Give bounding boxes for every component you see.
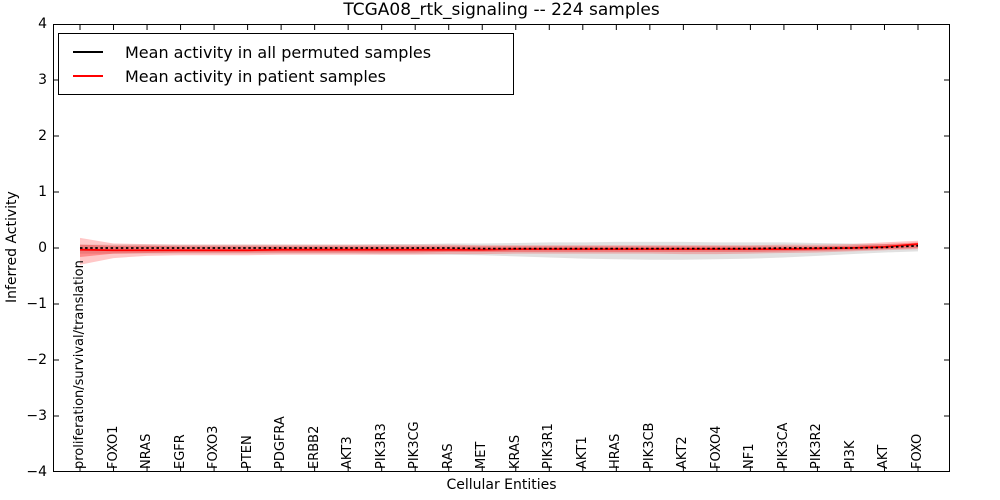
legend-entry-permuted: Mean activity in all permuted samples [73,41,503,63]
x-tick-label-erbb2: ERBB2 [306,425,322,469]
x-tick-label-foxo4: FOXO4 [708,425,724,469]
x-tick-label-pik3r1: PIK3R1 [541,423,557,469]
x-tick-label-pik3r2: PIK3R2 [809,423,825,469]
permuted-samples-spread-band [80,241,918,260]
axes-frame [53,24,950,472]
x-tick-label-ras: RAS [440,443,456,469]
x-tick-label-nf1: NF1 [742,443,758,469]
x-tick-label-pik3ca: PIK3CA [775,422,791,469]
x-tick-label-akt1: AKT1 [574,436,590,469]
chart-title: TCGA08_rtk_signaling -- 224 samples [343,0,660,20]
legend-line-black [73,51,103,53]
x-tick-label-proliferation-survival-translation: proliferation/survival/translation [72,260,87,469]
x-tick-label-pi3k: PI3K [842,440,858,469]
x-tick-label-akt: AKT [876,444,892,469]
x-tick-label-met: MET [474,441,490,469]
y-tick-label: −1 [26,296,47,312]
x-tick-label-pik3cg: PIK3CG [407,421,423,469]
x-tick-label-nras: NRAS [139,433,155,469]
x-tick-label-pik3r3: PIK3R3 [373,423,389,469]
legend: Mean activity in all permuted samples Me… [58,33,514,95]
y-tick-label: 1 [38,184,47,200]
y-tick-label: 2 [38,128,47,144]
x-tick-label-hras: HRAS [608,433,624,469]
x-tick-label-pdgfra: PDGFRA [273,416,289,469]
y-tick-label: −4 [26,464,47,480]
plot-canvas [53,24,950,472]
x-tick-label-foxo1: FOXO1 [105,425,121,469]
permuted-mean-line [80,244,919,250]
x-tick-label-egfr: EGFR [172,434,188,469]
x-tick-label-kras: KRAS [507,434,523,469]
y-tick-label: −2 [26,352,47,368]
plot-area [53,24,950,472]
x-tick-label-akt3: AKT3 [340,436,356,469]
patient-samples-spread-outer-band [80,237,918,265]
legend-line-red [73,75,103,77]
y-tick-label: 0 [38,240,47,256]
x-tick-label-pten: PTEN [239,435,255,469]
x-tick-label-foxo: FOXO [910,433,925,469]
x-tick-label-akt2: AKT2 [675,436,691,469]
x-tick-label-foxo3: FOXO3 [206,425,222,469]
legend-entry-patient: Mean activity in patient samples [73,65,503,87]
legend-label-permuted: Mean activity in all permuted samples [125,42,432,62]
y-tick-label: −3 [26,408,47,424]
legend-label-patient: Mean activity in patient samples [125,66,386,86]
y-tick-label: 3 [38,72,47,88]
x-axis-label: Cellular Entities [446,477,557,493]
x-tick-label-pik3cb: PIK3CB [641,422,657,469]
y-tick-label: 4 [38,16,47,32]
